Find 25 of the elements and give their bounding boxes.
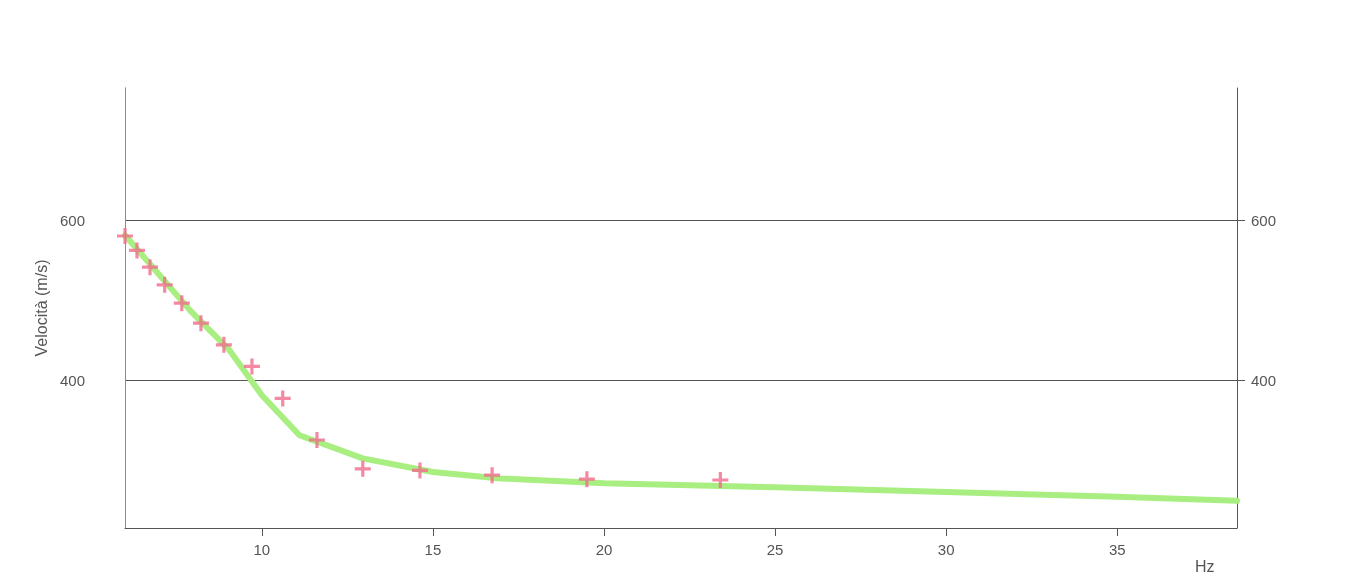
point <box>215 336 232 353</box>
x-tick-label: 30 <box>937 541 955 558</box>
x-tick-label: 10 <box>253 541 271 558</box>
point <box>173 295 190 312</box>
point <box>712 472 729 488</box>
x-tick-label: 35 <box>1108 541 1126 558</box>
x-tick-label: 25 <box>766 541 784 558</box>
point <box>578 471 595 488</box>
point <box>117 228 133 244</box>
y-axis-title: Velocità (m/s) <box>32 259 50 357</box>
point <box>411 462 428 479</box>
point <box>156 276 173 293</box>
point <box>274 390 291 407</box>
point <box>484 467 501 484</box>
y2-tick-label: 400 <box>1251 371 1277 389</box>
x-axis-title: Hz <box>1195 557 1215 575</box>
point <box>354 460 371 477</box>
point <box>243 358 260 375</box>
point <box>192 315 209 332</box>
point <box>308 432 325 448</box>
x-tick-label: 15 <box>424 541 442 558</box>
point <box>141 259 158 276</box>
x-tick-label: 20 <box>595 541 613 558</box>
point <box>128 242 145 259</box>
y2-tick-label: 600 <box>1251 211 1277 229</box>
